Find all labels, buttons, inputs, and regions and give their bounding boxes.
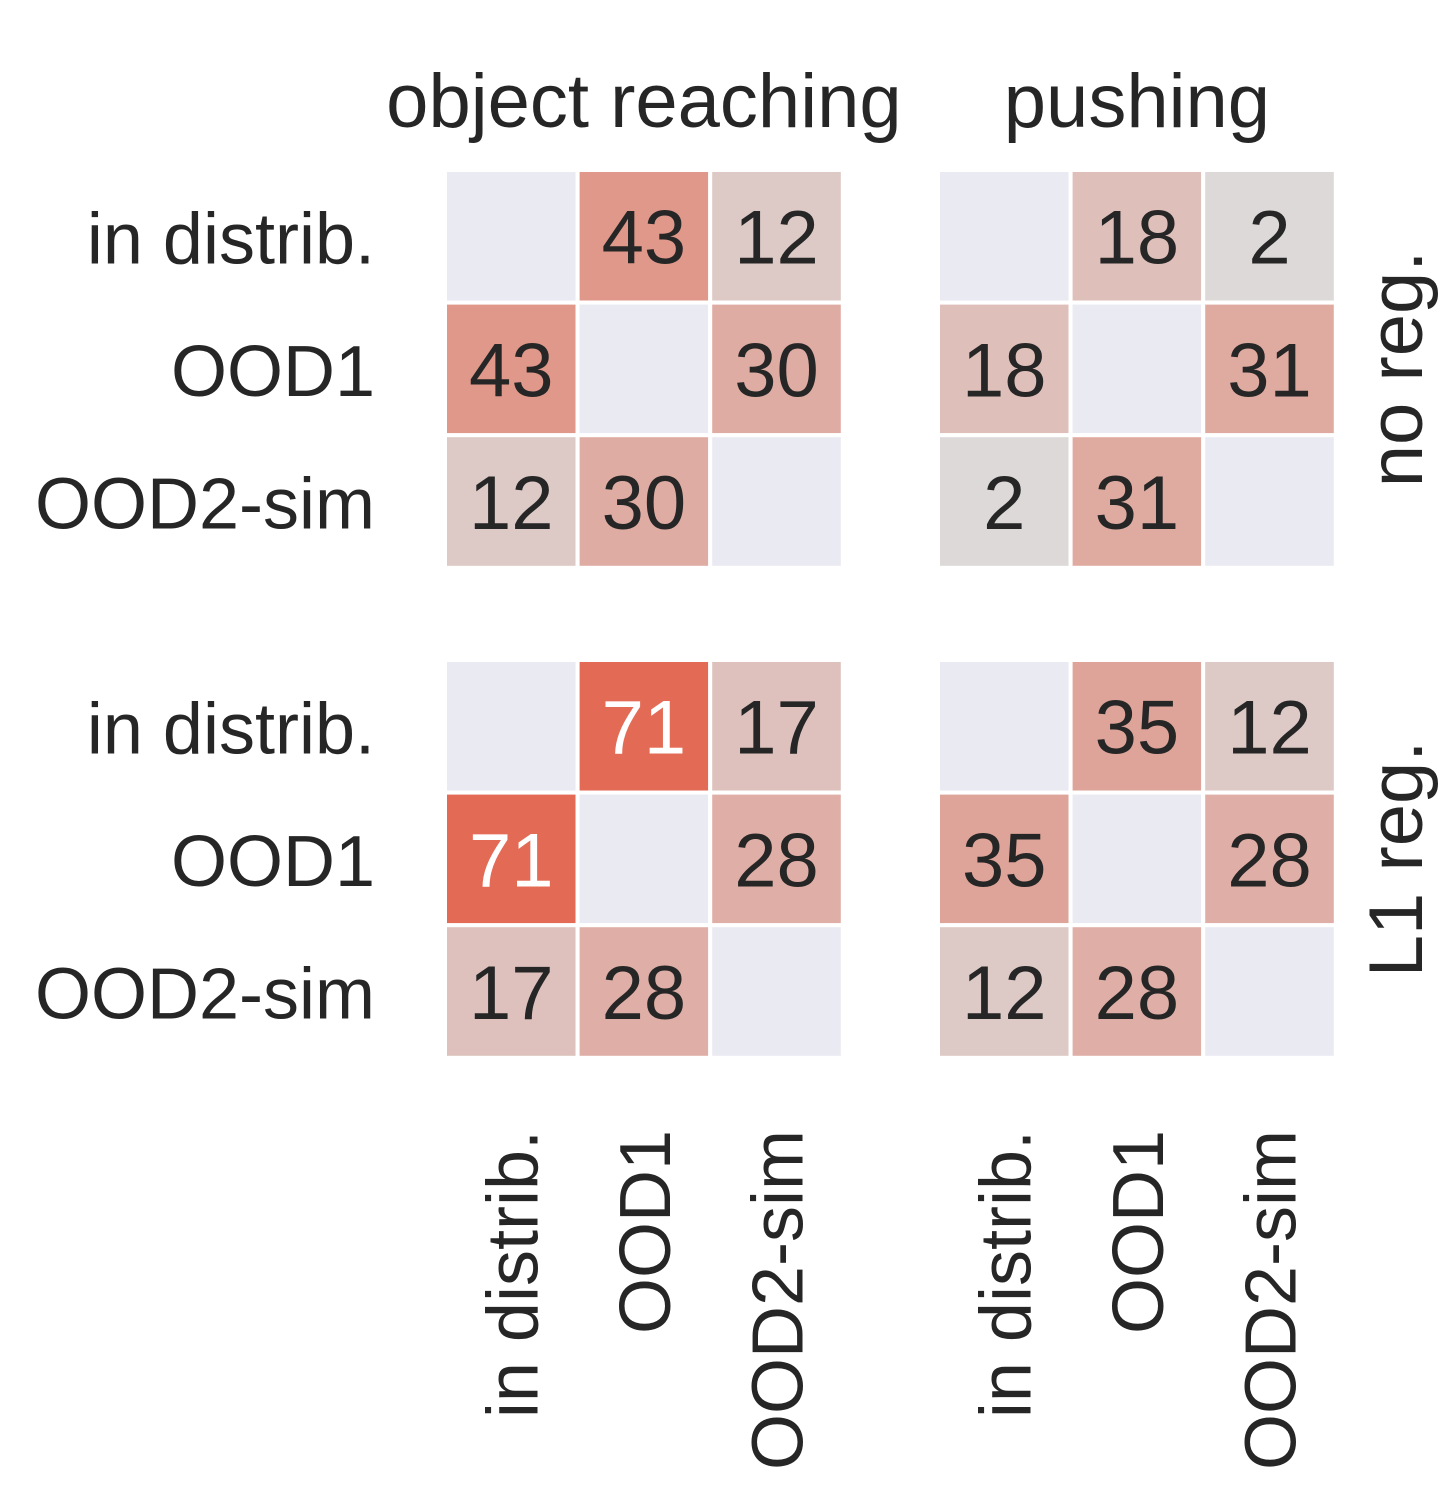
x-tick-label: OOD2-sim — [739, 1130, 819, 1470]
heatmap-cell — [708, 658, 845, 795]
row-title-l1-reg: L1 reg. — [1354, 741, 1439, 978]
heatmap-cell — [708, 168, 845, 305]
cell-value-label: 30 — [734, 328, 819, 413]
row-title-no-reg: no reg. — [1354, 251, 1439, 488]
cell-value-label: 31 — [1095, 461, 1180, 546]
column-title-object-reaching: object reaching — [386, 59, 901, 144]
heatmap-cell — [708, 433, 845, 570]
y-tick-label: OOD1 — [171, 332, 375, 412]
column-titles: object reaching pushing — [386, 59, 1270, 144]
heatmap-cell — [443, 658, 580, 795]
cell-value-label: 31 — [1227, 328, 1312, 413]
cell-value-label: 17 — [734, 686, 819, 771]
y-tick-label: in distrib. — [87, 199, 375, 279]
cell-value-label: 71 — [602, 686, 687, 771]
heatmap-cell — [936, 790, 1073, 928]
heatmap-cell — [1201, 790, 1338, 928]
x-tick-label: in distrib. — [473, 1130, 553, 1418]
heatmap-cell — [1201, 300, 1338, 438]
cell-value-label: 2 — [983, 461, 1025, 546]
cell-value-label: 71 — [469, 818, 554, 903]
x-tick-label: OOD1 — [606, 1130, 686, 1334]
y-tick-label: in distrib. — [87, 689, 375, 769]
cell-value-label: 35 — [962, 818, 1047, 903]
heatmap-cell — [936, 658, 1073, 795]
heatmap-cell — [575, 168, 713, 305]
heatmap-cell — [575, 790, 713, 928]
heatmap-cell — [1201, 923, 1338, 1060]
heatmap-cell — [708, 923, 845, 1060]
cell-value-label: 12 — [1227, 686, 1312, 771]
cell-value-label: 12 — [734, 196, 819, 281]
heatmap-cell — [708, 300, 845, 438]
cell-value-label: 28 — [734, 818, 819, 903]
heatmap-cell — [708, 790, 845, 928]
heatmap-cell — [443, 168, 580, 305]
y-tick-label: OOD2-sim — [35, 465, 375, 545]
cell-value-label: 28 — [1227, 818, 1312, 903]
heatmap-cell — [1068, 300, 1206, 438]
row-titles: no reg. L1 reg. — [1354, 251, 1439, 978]
cell-value-label: 18 — [1095, 196, 1180, 281]
heatmap-cell — [443, 433, 580, 570]
heatmap-cell — [936, 923, 1073, 1060]
heatmap-cell — [1201, 168, 1338, 305]
heatmap-cell — [575, 300, 713, 438]
panel-no-reg-pushing: 18 2 18 31 2 31 — [936, 168, 1338, 570]
heatmap-cell — [1068, 433, 1206, 570]
cell-value-label: 28 — [602, 951, 687, 1036]
panel-no-reg-object-reaching: 43 12 43 30 12 30 — [443, 168, 845, 570]
heatmap-cell — [936, 168, 1073, 305]
x-tick-label: OOD1 — [1099, 1130, 1179, 1334]
cell-value-label: 43 — [469, 328, 554, 413]
y-tick-label: OOD1 — [171, 822, 375, 902]
heatmap-cell — [443, 923, 580, 1060]
cell-value-label: 28 — [1095, 951, 1180, 1036]
cell-value-label: 17 — [469, 951, 554, 1036]
x-tick-label: OOD2-sim — [1232, 1130, 1312, 1470]
x-tick-label: in distrib. — [966, 1130, 1046, 1418]
y-tick-label: OOD2-sim — [35, 955, 375, 1035]
heatmap-cell — [1201, 658, 1338, 795]
x-tick-labels: in distrib. OOD1 OOD2-sim in distrib. OOD1 OO… — [473, 1130, 1311, 1470]
heatmap-cell — [575, 433, 713, 570]
cell-value-label: 35 — [1095, 686, 1180, 771]
heatmap-cell — [1201, 433, 1338, 570]
cell-value-label: 30 — [602, 461, 687, 546]
column-title-pushing: pushing — [1004, 59, 1270, 144]
cell-value-label: 18 — [962, 328, 1047, 413]
cell-value-label: 12 — [962, 951, 1047, 1036]
cell-value-label: 2 — [1248, 196, 1290, 281]
panel-l1-reg-pushing: 35 12 35 28 12 28 — [936, 658, 1338, 1060]
cell-value-label: 12 — [469, 461, 554, 546]
panel-l1-reg-object-reaching: 71 17 71 28 17 28 — [443, 658, 845, 1060]
heatmap-cell — [1068, 658, 1206, 795]
y-tick-labels: in distrib. OOD1 OOD2-sim in distrib. OOD1 OO… — [35, 199, 375, 1034]
heatmap-cell — [1068, 790, 1206, 928]
cell-value-label: 43 — [602, 196, 687, 281]
